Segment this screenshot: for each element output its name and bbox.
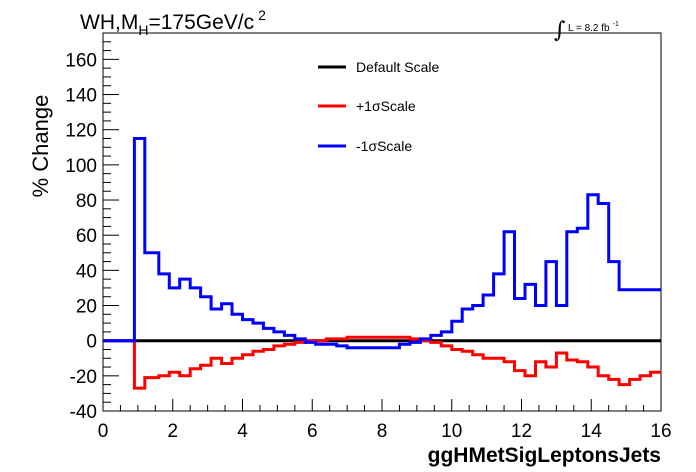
y-tick-label: 100	[65, 156, 97, 177]
x-tick-label: 10	[441, 421, 462, 442]
x-tick-label: 0	[98, 421, 109, 442]
lumi-integral-symbol: ∫	[554, 18, 566, 43]
y-tick-label: 120	[65, 121, 97, 142]
y-tick-label: 140	[65, 86, 97, 107]
y-tick-label: 160	[65, 50, 97, 71]
series-line-2	[103, 137, 661, 350]
x-tick-label: 16	[650, 421, 671, 442]
y-tick-label: 80	[76, 191, 97, 212]
y-axis-label: % Change	[28, 95, 53, 198]
lumi-label: L = 8.2 fb -1	[568, 21, 619, 34]
legend: Default Scale +1σScale -1σScale	[318, 59, 439, 154]
y-tick-label: 40	[76, 261, 97, 282]
x-tick-label: 12	[511, 421, 532, 442]
x-tick-label: 2	[167, 421, 178, 442]
x-tick-label: 4	[237, 421, 248, 442]
y-tick-label: 60	[76, 226, 97, 247]
y-tick-label: 20	[76, 297, 97, 318]
legend-label: +1σScale	[356, 98, 416, 114]
legend-label: Default Scale	[356, 59, 439, 75]
y-tick-label: -20	[70, 367, 97, 388]
axis-ticks: 0 2 4 6 8 10 12 14 16 -40 -20 0 20 40 60 80 100 120 140 160	[65, 41, 672, 442]
y-tick-label: -40	[70, 402, 97, 423]
legend-label: -1σScale	[356, 138, 412, 154]
x-tick-label: 14	[581, 421, 603, 442]
chart-title: WH,MH=175GeV/c 2	[80, 7, 266, 38]
x-axis-label: ggHMetSigLeptonsJets	[428, 444, 661, 467]
series-line-1	[103, 335, 661, 390]
plot-frame	[102, 32, 662, 412]
series-group	[103, 137, 661, 390]
x-tick-label: 8	[377, 421, 388, 442]
y-tick-label: 0	[86, 332, 97, 353]
x-tick-label: 6	[307, 421, 318, 442]
